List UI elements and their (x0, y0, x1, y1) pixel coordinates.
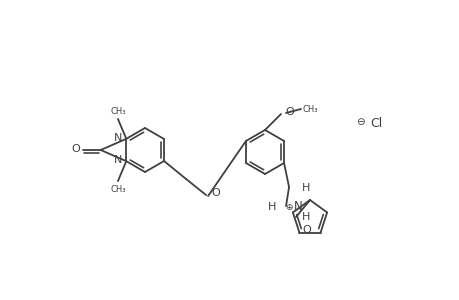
Text: Cl: Cl (369, 116, 381, 130)
Text: CH₃: CH₃ (110, 184, 125, 194)
Text: CH₃: CH₃ (302, 104, 318, 113)
Text: CH₃: CH₃ (110, 106, 125, 116)
Text: O: O (302, 225, 310, 235)
Text: H: H (267, 202, 275, 212)
Text: H: H (302, 212, 310, 222)
Text: H: H (301, 183, 309, 193)
Text: O: O (285, 107, 293, 117)
Text: N: N (113, 155, 122, 165)
Text: N: N (113, 133, 122, 143)
Text: N: N (293, 200, 302, 214)
Text: O: O (211, 188, 219, 198)
Text: ⊖: ⊖ (355, 117, 364, 127)
Text: O: O (71, 144, 80, 154)
Text: ⊕: ⊕ (285, 202, 292, 211)
